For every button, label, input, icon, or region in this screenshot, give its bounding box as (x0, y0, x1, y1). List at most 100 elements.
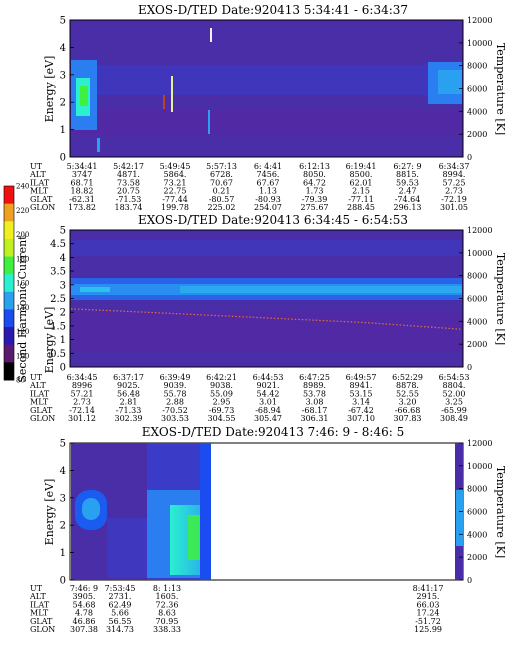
table-cell: 68.71 (71, 178, 94, 187)
table-cell: 3.20 (399, 398, 417, 407)
table-cell: 6:42:21 (206, 373, 237, 382)
table-cell: 53.78 (303, 389, 326, 398)
colorbar-tick-label: 120 (16, 328, 29, 336)
table-cell: 8941. (350, 381, 373, 390)
table-cell: 5.66 (111, 609, 129, 618)
panel-1: EXOS-D/TED Date:920413 5:34:41 - 6:34:37… (29, 3, 505, 212)
panel-2-energy-band (180, 286, 462, 293)
table-cell: 1.13 (259, 187, 277, 196)
table-cell: 4.78 (75, 609, 93, 618)
y2-tick-label: 8000 (467, 62, 487, 71)
panel-1-streak (210, 28, 212, 42)
y2-tick-label: 6000 (467, 508, 487, 517)
table-cell: 3905. (73, 592, 96, 601)
table-cell: 5864. (164, 170, 187, 179)
panel-1-left-feature (97, 138, 100, 152)
table-cell: 62.01 (350, 178, 373, 187)
y2-tick-label: 10000 (467, 39, 492, 48)
y-tick-label: 3.5 (50, 267, 66, 278)
colorbar-tick-label: 220 (16, 207, 29, 215)
panel-3-feature (107, 518, 147, 578)
y2-tick-label: 10000 (467, 249, 492, 258)
table-cell: -80.57 (209, 195, 235, 204)
y-tick-label: 1 (60, 548, 66, 559)
table-cell: 6:49:57 (346, 373, 377, 382)
table-cell: 3.14 (352, 398, 370, 407)
y-tick-label: 4 (60, 43, 66, 54)
table-cell: 46.86 (73, 617, 96, 626)
colorbar-swatch (4, 309, 14, 328)
table-cell: 2.73 (445, 187, 463, 196)
table-cell: 225.02 (208, 203, 236, 212)
table-cell: 2.15 (352, 187, 370, 196)
table-cell: 8996 (72, 381, 92, 390)
table-cell: 296.13 (394, 203, 422, 212)
table-cell: 18.82 (71, 187, 94, 196)
panel-1-streak (208, 110, 210, 134)
table-cell: 6:47:25 (299, 373, 330, 382)
table-cell: 3747 (72, 170, 92, 179)
table-row-label: GLAT (30, 195, 53, 204)
table-row-label: GLON (30, 203, 55, 212)
table-cell: 302.39 (115, 414, 143, 423)
table-row-label: ILAT (30, 178, 50, 187)
table-row-label: UT (30, 584, 43, 593)
table-cell: 1605. (156, 592, 179, 601)
panel-3-feature (456, 490, 463, 546)
table-row-label: GLAT (30, 617, 53, 626)
table-cell: 17.24 (417, 609, 440, 618)
y2-tick-label: 2000 (467, 340, 487, 349)
table-cell: -69.73 (209, 406, 235, 415)
table-row-label: ILAT (30, 389, 50, 398)
table-cell: 303.53 (161, 414, 189, 423)
table-cell: -70.52 (162, 406, 188, 415)
table-cell: 6: 4:41 (254, 162, 282, 171)
table-row-label: ALT (29, 170, 46, 179)
table-cell: 56.55 (109, 617, 132, 626)
colorbar-swatch (4, 186, 14, 205)
panel-2-texture-band (71, 312, 462, 352)
y2-tick-label: 12000 (467, 226, 492, 235)
panel-3-title: EXOS-D/TED Date:920413 7:46: 9 - 8:46: 5 (142, 425, 404, 439)
panel-1-title: EXOS-D/TED Date:920413 5:34:41 - 6:34:37 (138, 3, 408, 17)
y2-tick-label: 10000 (467, 462, 492, 471)
table-cell: 52.55 (396, 389, 419, 398)
table-cell: 72.36 (156, 600, 179, 609)
table-cell: 6:39:49 (160, 373, 191, 382)
table-cell: 3.08 (306, 398, 324, 407)
colorbar-tick-label: 240 (16, 183, 29, 191)
table-cell: -51.72 (415, 617, 441, 626)
y-tick-label: 0.5 (50, 349, 66, 360)
table-cell: 8.63 (158, 609, 176, 618)
table-cell: 304.55 (208, 414, 236, 423)
table-cell: 56.48 (117, 389, 140, 398)
table-cell: 73.58 (117, 178, 140, 187)
colorbar-tick-label: 180 (16, 255, 29, 263)
table-cell: 62.49 (109, 600, 132, 609)
y-tick-label: 3 (60, 493, 66, 504)
y-tick-label: 4 (60, 466, 66, 477)
y2-tick-label: 0 (467, 153, 472, 162)
table-row-label: MLT (30, 398, 49, 407)
y-tick-label: 4.5 (50, 239, 66, 250)
y-tick-label: 2 (60, 98, 66, 109)
table-cell: 2.47 (399, 187, 417, 196)
panel-2-title: EXOS-D/TED Date:920413 6:34:45 - 6:54:53 (138, 213, 408, 227)
table-cell: 59.53 (396, 178, 419, 187)
table-row-label: MLT (30, 609, 49, 618)
table-cell: 6:12:13 (299, 162, 330, 171)
table-cell: 2.95 (213, 398, 231, 407)
y-tick-label: 2 (60, 521, 66, 532)
colorbar-frame (3, 185, 15, 381)
panel-1-axes: 0 1 2 3 4 5 0 2000 4000 6000 8000 10000 12000 (60, 16, 493, 164)
table-cell: 57.25 (443, 178, 466, 187)
panel-3-feature (200, 443, 211, 580)
table-cell: 306.31 (301, 414, 329, 423)
panel-2-temperature-trace (70, 308, 463, 330)
panel-2-energy-band (80, 287, 110, 292)
y2-tick-label: 4000 (467, 107, 487, 116)
table-cell: 8: 1:13 (153, 584, 181, 593)
table-cell: 9021. (257, 381, 280, 390)
table-cell: 6:34:37 (439, 162, 470, 171)
colorbar-tick-label: 100 (16, 352, 29, 360)
